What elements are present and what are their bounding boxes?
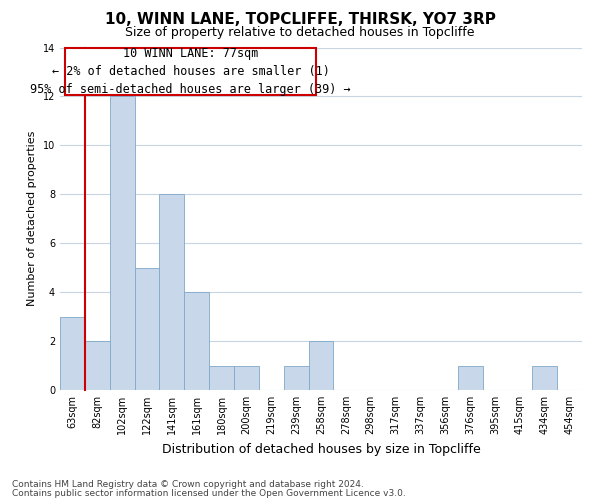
- Bar: [184, 292, 209, 390]
- Bar: [209, 366, 234, 390]
- X-axis label: Distribution of detached houses by size in Topcliffe: Distribution of detached houses by size …: [161, 442, 481, 456]
- Bar: [284, 366, 308, 390]
- Text: 10 WINN LANE: 77sqm
← 2% of detached houses are smaller (1)
95% of semi-detached: 10 WINN LANE: 77sqm ← 2% of detached hou…: [30, 47, 351, 96]
- Bar: [308, 341, 334, 390]
- Y-axis label: Number of detached properties: Number of detached properties: [27, 131, 37, 306]
- Text: Contains HM Land Registry data © Crown copyright and database right 2024.: Contains HM Land Registry data © Crown c…: [12, 480, 364, 489]
- Bar: [60, 316, 85, 390]
- Text: Size of property relative to detached houses in Topcliffe: Size of property relative to detached ho…: [125, 26, 475, 39]
- Bar: [160, 194, 184, 390]
- Text: Contains public sector information licensed under the Open Government Licence v3: Contains public sector information licen…: [12, 490, 406, 498]
- Bar: [532, 366, 557, 390]
- Bar: [234, 366, 259, 390]
- Bar: [458, 366, 482, 390]
- Bar: [85, 341, 110, 390]
- Bar: [65, 48, 316, 95]
- Bar: [134, 268, 160, 390]
- Bar: [110, 96, 134, 390]
- Text: 10, WINN LANE, TOPCLIFFE, THIRSK, YO7 3RP: 10, WINN LANE, TOPCLIFFE, THIRSK, YO7 3R…: [104, 12, 496, 28]
